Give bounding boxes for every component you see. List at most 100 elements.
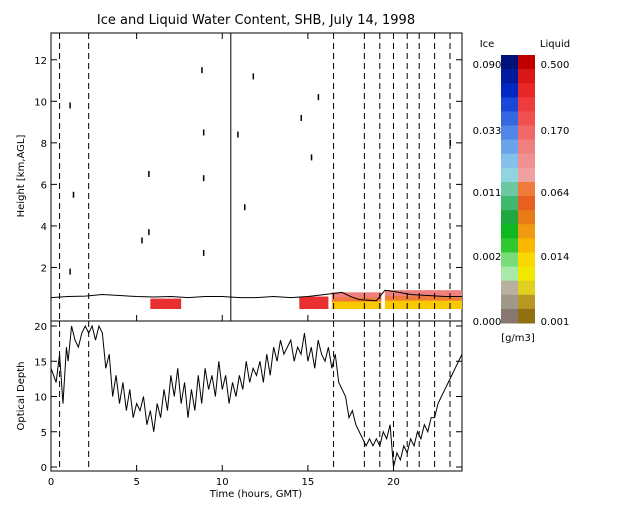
colorbar-ice-cell-2 — [501, 83, 518, 98]
colorbar-liquid-cell-5 — [518, 125, 535, 141]
upper-plot-frame — [50, 32, 463, 322]
water-content-panel: 2 4 6 8 10 12 Height [km,AGL] — [16, 32, 463, 322]
colorbar-ice-cell-1 — [501, 69, 518, 84]
upper-y-axis-label: Height [km,AGL] — [16, 135, 27, 218]
colorbar-ice-cell-15 — [501, 266, 518, 282]
colorbar-ice-cell-17 — [501, 294, 518, 310]
upper-y-tick-label-5: 12 — [34, 56, 47, 67]
colorbar-ice-cell-5 — [501, 125, 518, 141]
ice-speck-3 — [141, 237, 143, 244]
colorbar-ice-tick-0: 0.090 — [473, 60, 502, 71]
colorbar-liquid-cell-15 — [518, 266, 535, 282]
ice-speck-11 — [244, 204, 246, 211]
ice-speck-4 — [148, 229, 150, 236]
colorbar-ice-cell-10 — [501, 196, 518, 211]
colorbar-liquid-cell-14 — [518, 252, 535, 268]
colorbar-liquid-cell-4 — [518, 111, 535, 127]
colorbar-liquid-cell-0 — [518, 55, 535, 70]
liquid-patch-0 — [150, 298, 182, 309]
liquid-patch-low-2 — [331, 301, 382, 309]
colorbar-ice-cell-3 — [501, 97, 518, 112]
colorbar-liquid-tick-0: 0.500 — [541, 60, 570, 71]
colorbar-ice-tick-4: 0.000 — [473, 317, 502, 328]
x-tick-label-4: 20 — [387, 477, 400, 488]
upper-y-tick-label-3: 8 — [41, 139, 47, 150]
colorbar-ice-cell-18 — [501, 308, 518, 324]
upper-y-tick-label-0: 2 — [41, 263, 47, 274]
lower-y-tick-label-4: 20 — [34, 322, 47, 333]
ice-speck-6 — [201, 67, 203, 74]
colorbar-ice-tick-1: 0.033 — [473, 126, 502, 137]
colorbar-liquid-cell-8 — [518, 167, 535, 183]
ice-speck-2 — [69, 268, 71, 275]
colorbar-ice-cell-9 — [501, 181, 518, 197]
colorbar-ice-cell-12 — [501, 224, 518, 239]
x-tick-label-2: 10 — [216, 477, 229, 488]
colorbar-liquid-cell-7 — [518, 153, 535, 169]
colorbar-liquid-cell-9 — [518, 181, 535, 197]
colorbar-ice-tick-3: 0.002 — [473, 252, 502, 263]
upper-y-tick-label-2: 6 — [41, 180, 47, 191]
lower-y-tick-label-3: 15 — [34, 357, 47, 368]
optical-depth-panel: 0 5 10 15 20 0 5 10 15 20 Optical Depth Time (hou… — [16, 320, 463, 500]
x-axis-label: Time (hours, GMT) — [209, 489, 303, 500]
liquid-patch-top-2 — [331, 292, 382, 298]
ice-speck-16 — [449, 139, 452, 146]
liquid-patch-1 — [299, 296, 329, 309]
ice-speck-14 — [310, 154, 313, 161]
ice-speck-7 — [202, 129, 205, 136]
ice-speck-8 — [202, 175, 205, 182]
colorbar-liquid-cell-18 — [518, 308, 535, 324]
x-tick-label-0: 0 — [48, 477, 54, 488]
ice-speck-10 — [237, 131, 239, 138]
colorbar-liquid-cell-17 — [518, 294, 535, 310]
colorbar-ice-cell-16 — [501, 280, 518, 296]
upper-y-tick-label-1: 4 — [41, 222, 47, 233]
ice-speck-1 — [72, 191, 75, 198]
colorbar-liquid-cell-13 — [518, 238, 535, 253]
colorbar-liquid-cell-12 — [518, 224, 535, 239]
colorbar-liquid-cell-6 — [518, 139, 535, 155]
colorbar-liquid-tick-2: 0.064 — [541, 188, 570, 199]
colorbar-ice-cell-7 — [501, 153, 518, 169]
colorbar-liquid-tick-4: 0.001 — [541, 317, 570, 328]
colorbar-liquid-cell-2 — [518, 83, 535, 98]
colorbar-ice-cell-13 — [501, 238, 518, 253]
lower-y-tick-label-0: 0 — [41, 463, 47, 474]
x-tick-label-3: 15 — [302, 477, 315, 488]
liquid-patch-low-3 — [384, 300, 462, 309]
colorbar-ice-cell-0 — [501, 55, 518, 70]
colorbar-liquid-tick-3: 0.014 — [541, 252, 570, 263]
colorbar-ice-cell-4 — [501, 111, 518, 127]
liquid-patch-top-3 — [384, 290, 462, 296]
colorbar-liquid-cell-3 — [518, 97, 535, 112]
colorbar-ice-label: Ice — [480, 39, 495, 50]
colorbar: Ice Liquid 0.090 0.033 0.011 0.002 0.000 0.50… — [473, 39, 570, 344]
lower-y-tick-label-1: 5 — [41, 428, 47, 439]
colorbar-liquid-cell-16 — [518, 280, 535, 296]
ice-speck-0 — [69, 102, 71, 109]
colorbar-ice-tick-2: 0.011 — [473, 188, 502, 199]
ice-speck-13 — [300, 114, 303, 121]
colorbar-units: [g/m3] — [501, 333, 535, 344]
colorbar-ice-cell-6 — [501, 139, 518, 155]
colorbar-ice-cell-14 — [501, 252, 518, 268]
chart-title: Ice and Liquid Water Content, SHB, July … — [97, 13, 415, 28]
lower-y-tick-label-2: 10 — [34, 393, 47, 404]
colorbar-liquid-label: Liquid — [540, 39, 570, 50]
x-tick-label-1: 5 — [133, 477, 139, 488]
colorbar-liquid-cell-10 — [518, 196, 535, 211]
ice-speck-9 — [202, 249, 205, 256]
colorbar-liquid-cell-1 — [518, 69, 535, 84]
colorbar-liquid-tick-1: 0.170 — [541, 126, 570, 137]
ice-speck-15 — [317, 94, 320, 101]
ice-speck-5 — [148, 171, 150, 177]
colorbar-ice-cell-11 — [501, 210, 518, 225]
colorbar-liquid-cell-11 — [518, 210, 535, 225]
upper-y-tick-label-4: 10 — [34, 97, 47, 108]
lower-y-axis-label: Optical Depth — [16, 362, 27, 431]
cloud-base-line — [50, 289, 462, 302]
ice-speck-12 — [252, 73, 255, 80]
colorbar-ice-cell-8 — [501, 167, 518, 183]
